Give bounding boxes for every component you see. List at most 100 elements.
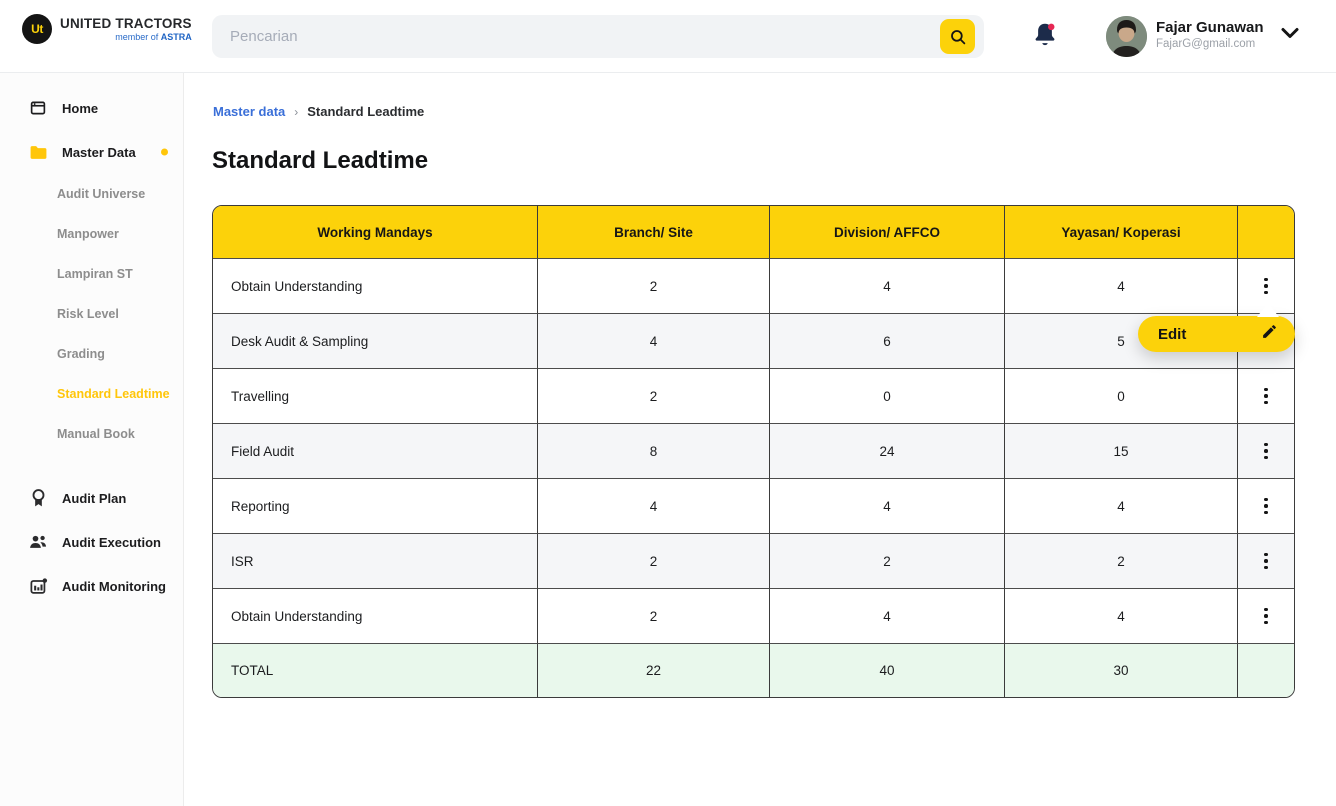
cell-division-affco: 4	[770, 478, 1005, 533]
app-window: Ut UNITED TRACTORS member of ASTRA	[0, 0, 1336, 806]
table-row: Field Audit 8 24 15	[213, 423, 1294, 478]
column-header: Working Mandays	[213, 206, 538, 258]
sidebar-item-lampiran-st[interactable]: Lampiran ST	[0, 254, 183, 294]
cell-division-affco: 4	[770, 258, 1005, 313]
sidebar-item-grading[interactable]: Grading	[0, 334, 183, 374]
column-header: Division/ AFFCO	[770, 206, 1005, 258]
master-data-notification-dot	[161, 149, 168, 156]
table-row: Obtain Understanding 2 4 4	[213, 258, 1294, 313]
cell-branch-site: 8	[538, 423, 770, 478]
cell-division-affco: 6	[770, 313, 1005, 368]
cell-division-affco: 24	[770, 423, 1005, 478]
sidebar-item-risk-level[interactable]: Risk Level	[0, 294, 183, 334]
table-row: Travelling 2 0 0	[213, 368, 1294, 423]
sidebar-item-master-data[interactable]: Master Data	[0, 130, 183, 174]
cell-branch-site: 2	[538, 258, 770, 313]
main-content: Master data › Standard Leadtime Standard…	[184, 73, 1336, 806]
edit-menu-item[interactable]: Edit	[1138, 316, 1295, 352]
breadcrumb-separator: ›	[294, 105, 298, 119]
cell-branch-site: 2	[538, 588, 770, 643]
breadcrumb-current: Standard Leadtime	[307, 104, 424, 119]
cell-yayasan-koperasi: 4	[1005, 588, 1238, 643]
sidebar-item-home[interactable]: Home	[0, 86, 183, 130]
sidebar-item-audit-monitoring[interactable]: Audit Monitoring	[0, 564, 183, 608]
cell-activity: Travelling	[213, 368, 538, 423]
cell-activity: Obtain Understanding	[213, 258, 538, 313]
search-icon	[948, 27, 968, 47]
table-row: ISR 2 2 2	[213, 533, 1294, 588]
table-total-row: TOTAL 22 40 30	[213, 643, 1294, 697]
avatar[interactable]	[1106, 16, 1147, 57]
search-input[interactable]	[212, 15, 940, 58]
cell-activity: Field Audit	[213, 423, 538, 478]
search-bar	[212, 15, 984, 58]
chart-icon	[28, 576, 48, 596]
notifications-button[interactable]	[1029, 20, 1061, 52]
people-icon	[28, 532, 48, 552]
cell-yayasan-koperasi: 0	[1005, 368, 1238, 423]
cell-division-affco: 4	[770, 588, 1005, 643]
total-branch-site: 22	[538, 643, 770, 697]
sidebar-item-audit-plan[interactable]: Audit Plan	[0, 476, 183, 520]
folder-icon	[28, 142, 48, 162]
cell-activity: Obtain Understanding	[213, 588, 538, 643]
edit-label: Edit	[1158, 326, 1186, 343]
cell-activity: ISR	[213, 533, 538, 588]
cell-branch-site: 2	[538, 368, 770, 423]
table-row: Reporting 4 4 4	[213, 478, 1294, 533]
user-name: Fajar Gunawan	[1156, 19, 1264, 36]
user-menu[interactable]: Fajar Gunawan FajarG@gmail.com	[1156, 19, 1264, 50]
sidebar-item-manual-book[interactable]: Manual Book	[0, 414, 183, 454]
sidebar: Home Master Data Audit Universe Manpower…	[0, 73, 184, 806]
page-title: Standard Leadtime	[212, 147, 428, 175]
edit-popup-arrow	[1257, 303, 1279, 317]
pencil-icon	[1261, 323, 1278, 345]
sidebar-item-label: Master Data	[62, 145, 136, 160]
cell-division-affco: 2	[770, 533, 1005, 588]
search-button[interactable]	[940, 19, 975, 54]
sidebar-item-label: Home	[62, 101, 98, 116]
brand-logo: Ut UNITED TRACTORS member of ASTRA	[22, 14, 192, 44]
medal-icon	[28, 488, 48, 508]
cell-division-affco: 0	[770, 368, 1005, 423]
total-label: TOTAL	[213, 643, 538, 697]
breadcrumb: Master data › Standard Leadtime	[213, 104, 424, 119]
cell-yayasan-koperasi: 2	[1005, 533, 1238, 588]
row-actions-kebab-icon[interactable]	[1238, 534, 1294, 588]
bell-icon	[1030, 38, 1060, 53]
total-actions-empty	[1238, 643, 1294, 697]
cell-branch-site: 4	[538, 313, 770, 368]
cell-branch-site: 4	[538, 478, 770, 533]
sidebar-item-standard-leadtime[interactable]: Standard Leadtime	[0, 374, 183, 414]
cell-yayasan-koperasi: 15	[1005, 423, 1238, 478]
column-header: Yayasan/ Koperasi	[1005, 206, 1238, 258]
top-bar: Ut UNITED TRACTORS member of ASTRA	[0, 0, 1336, 73]
brand-name: UNITED TRACTORS	[60, 16, 192, 31]
breadcrumb-master-data-link[interactable]: Master data	[213, 104, 285, 119]
row-actions-kebab-icon[interactable]	[1238, 424, 1294, 478]
cell-activity: Reporting	[213, 478, 538, 533]
table-header-row: Working Mandays Branch/ Site Division/ A…	[213, 206, 1294, 258]
row-actions-kebab-icon[interactable]	[1238, 369, 1294, 423]
home-icon	[28, 98, 48, 118]
cell-branch-site: 2	[538, 533, 770, 588]
brand-tagline: member of ASTRA	[115, 32, 192, 42]
sidebar-item-audit-execution[interactable]: Audit Execution	[0, 520, 183, 564]
united-tractors-logo-icon: Ut	[22, 14, 52, 44]
row-actions-kebab-icon[interactable]	[1238, 479, 1294, 533]
cell-activity: Desk Audit & Sampling	[213, 313, 538, 368]
sidebar-item-audit-universe[interactable]: Audit Universe	[0, 174, 183, 214]
standard-leadtime-table: Working Mandays Branch/ Site Division/ A…	[212, 205, 1295, 698]
total-yayasan-koperasi: 30	[1005, 643, 1238, 697]
column-header-actions	[1238, 206, 1294, 258]
user-email: FajarG@gmail.com	[1156, 38, 1264, 50]
column-header: Branch/ Site	[538, 206, 770, 258]
total-division-affco: 40	[770, 643, 1005, 697]
table-row: Obtain Understanding 2 4 4	[213, 588, 1294, 643]
row-actions-kebab-icon[interactable]	[1238, 589, 1294, 643]
cell-yayasan-koperasi: 4	[1005, 478, 1238, 533]
table-row: Desk Audit & Sampling 4 6 5	[213, 313, 1294, 368]
cell-yayasan-koperasi: 4	[1005, 258, 1238, 313]
chevron-down-icon[interactable]	[1280, 26, 1300, 45]
sidebar-item-manpower[interactable]: Manpower	[0, 214, 183, 254]
